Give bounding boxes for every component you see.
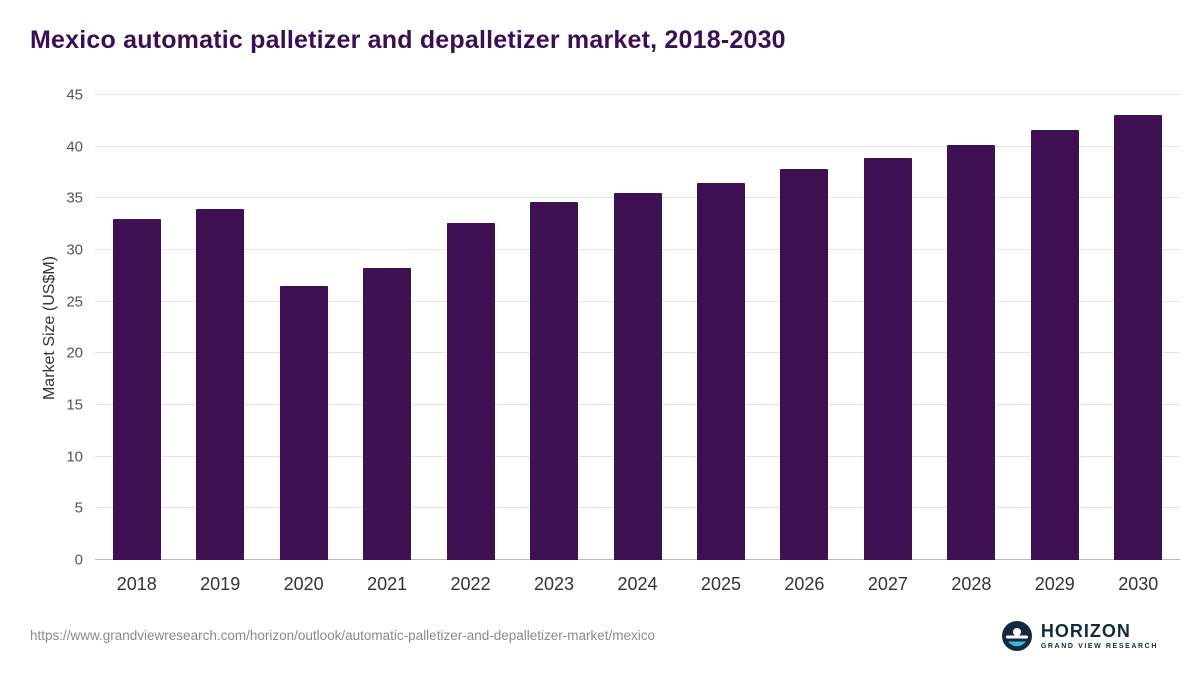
bar-2027: [863, 158, 912, 560]
plot-area: 0 5 10 15 20 25 30 35 40 45 2018 2019 2020 2021 2022 20…: [66, 87, 1180, 594]
source-url: https://www.grandviewresearch.com/horizo…: [30, 628, 656, 643]
x-tick-label-2029: 2029: [1034, 574, 1075, 594]
bar-2020: [279, 286, 328, 560]
x-tick-label-2020: 2020: [283, 574, 324, 594]
bar-2030: [1114, 114, 1163, 560]
bar-2022: [446, 223, 495, 560]
bar-2029: [1030, 130, 1079, 560]
y-tick-label: 5: [74, 499, 83, 517]
x-tick-label-2030: 2030: [1118, 574, 1159, 594]
logo-text-block: HORIZON GRAND VIEW RESEARCH: [1041, 622, 1158, 650]
y-tick-label: 10: [66, 448, 83, 466]
y-tick-label: 20: [66, 344, 83, 362]
y-tick-label: 30: [66, 241, 83, 259]
bar-2025: [696, 182, 745, 560]
x-tick-label-2027: 2027: [867, 574, 908, 594]
bar-2028: [947, 144, 996, 560]
x-tick-label-2022: 2022: [450, 574, 491, 594]
x-tick-label-2024: 2024: [617, 574, 658, 594]
bar-2018: [112, 219, 161, 560]
y-tick-label: 0: [74, 551, 83, 569]
x-tick-label-2019: 2019: [200, 574, 241, 594]
x-tick-label-2026: 2026: [784, 574, 825, 594]
gridline: [95, 94, 1180, 95]
horizon-logo-icon: [1001, 621, 1032, 651]
y-axis-title-wrap: Market Size (US$M): [40, 95, 60, 560]
x-tick-label-2025: 2025: [700, 574, 741, 594]
y-tick-label: 35: [66, 189, 83, 207]
x-tick-label-2028: 2028: [951, 574, 992, 594]
y-tick-label: 45: [66, 86, 83, 104]
logo-title: HORIZON: [1040, 621, 1131, 641]
bar-2024: [613, 193, 662, 560]
chart-title: Mexico automatic palletizer and depallet…: [30, 26, 786, 54]
x-tick-label-2021: 2021: [367, 574, 408, 594]
y-tick-label: 25: [66, 293, 83, 311]
horizon-logo: HORIZON GRAND VIEW RESEARCH: [1001, 621, 1158, 651]
bar-2023: [530, 202, 579, 560]
y-tick-label: 15: [66, 396, 83, 414]
y-axis-label: Market Size (US$M): [41, 255, 58, 400]
logo-subtitle: GRAND VIEW RESEARCH: [1040, 643, 1158, 650]
y-tick-label: 40: [66, 138, 83, 156]
x-tick-label-2018: 2018: [116, 574, 157, 594]
bar-2026: [780, 169, 829, 560]
gridline: [95, 145, 1180, 147]
bar-2021: [363, 267, 412, 560]
bar-2019: [196, 208, 245, 560]
x-tick-label-2023: 2023: [534, 574, 575, 594]
